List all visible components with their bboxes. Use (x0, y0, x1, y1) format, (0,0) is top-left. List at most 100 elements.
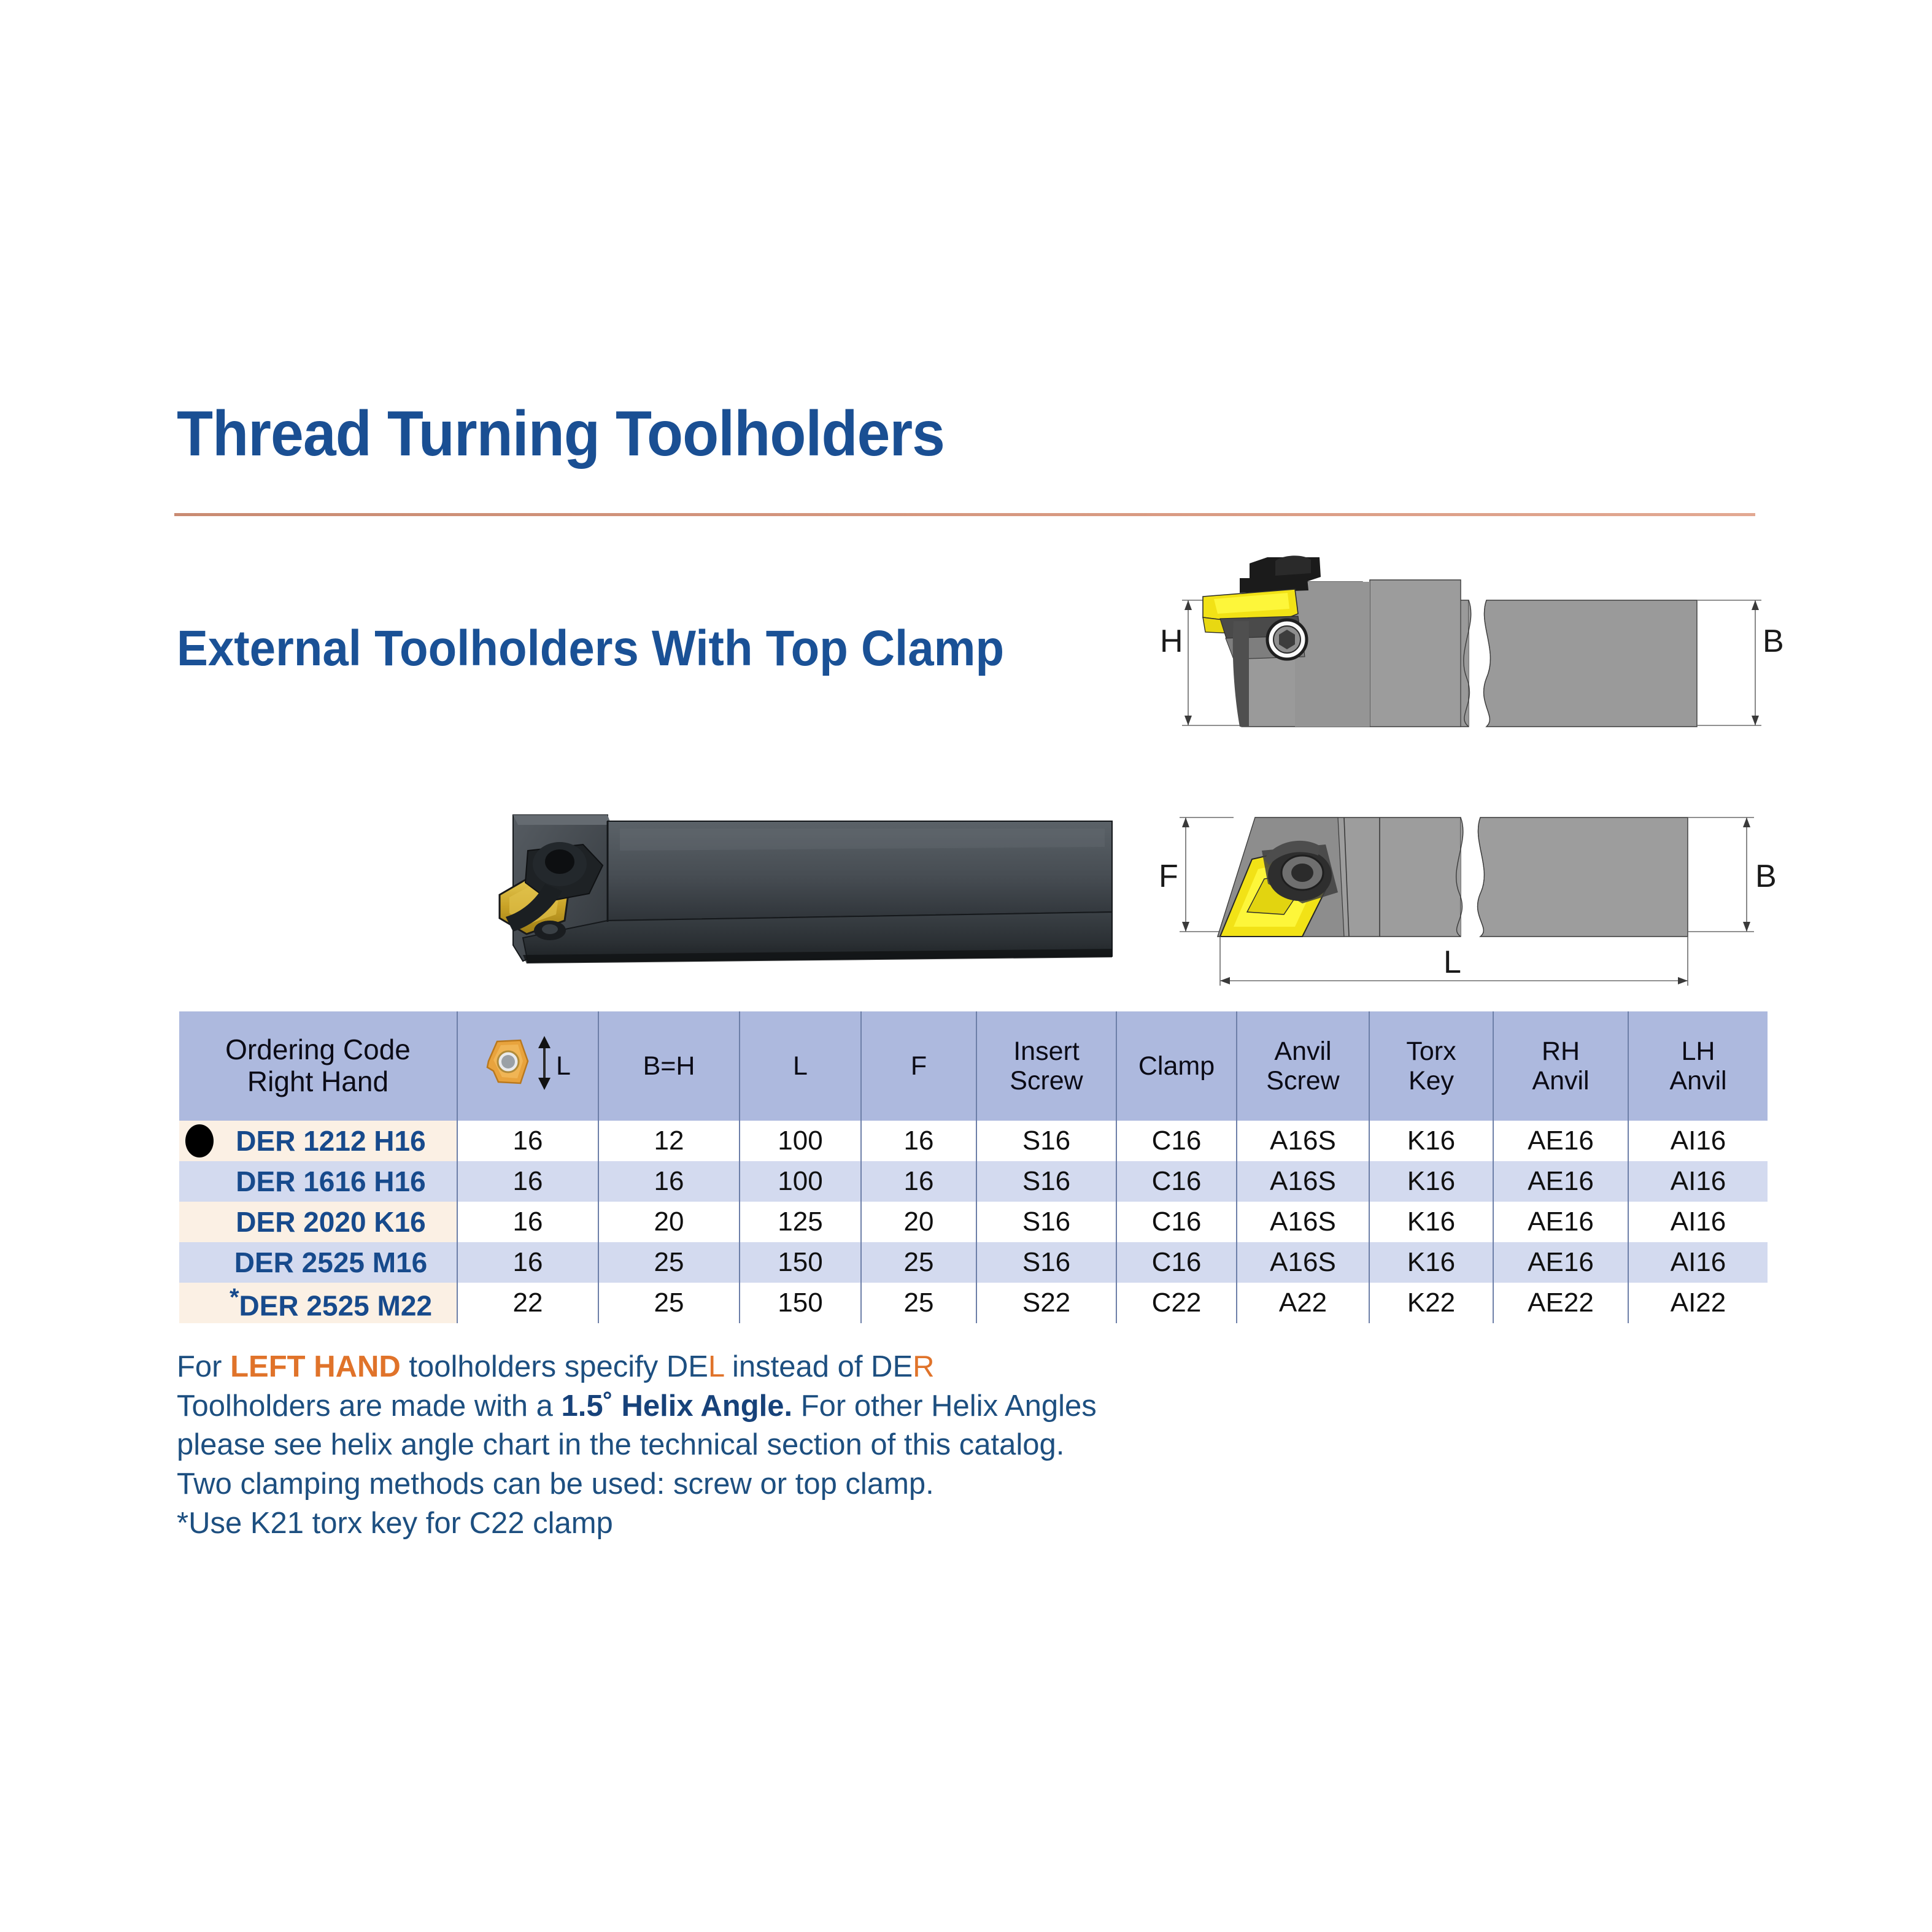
footnote-del-l-highlight: L (708, 1350, 724, 1383)
cell-clamp: C16 (1116, 1161, 1237, 1202)
ordering-code-value: DER 2525 M16 (234, 1246, 428, 1278)
cell-insert-l: 16 (457, 1242, 599, 1283)
cell-insert-screw: S16 (976, 1242, 1117, 1283)
torx-key-line2: Key (1408, 1066, 1455, 1095)
cell-insert-screw: S16 (976, 1161, 1117, 1202)
dimension-label-f: F (1159, 859, 1178, 894)
cell-lh-anvil: AI16 (1628, 1202, 1768, 1242)
column-header-bh: B=H (598, 1011, 740, 1121)
top-view-diagram: F B L (1142, 792, 1777, 994)
column-header-torx-key: Torx Key (1369, 1011, 1494, 1121)
lh-anvil-line2: Anvil (1669, 1066, 1727, 1095)
cell-f: 25 (860, 1242, 977, 1283)
torx-key-line1: Torx (1406, 1036, 1456, 1066)
footnote-line-4: Two clamping methods can be used: screw … (177, 1467, 934, 1501)
section-title: External Toolholders With Top Clamp (177, 620, 1005, 676)
table-header-row: Ordering Code Right Hand (179, 1011, 1768, 1121)
column-header-insert-screw: Insert Screw (976, 1011, 1117, 1121)
cell-bh: 25 (598, 1242, 740, 1283)
cell-l: 125 (739, 1202, 862, 1242)
ordering-code-value: DER 1616 H16 (236, 1165, 426, 1197)
cell-l: 100 (739, 1161, 862, 1202)
footnote-asterisk: * (229, 1283, 239, 1311)
column-header-clamp: Clamp (1116, 1011, 1237, 1121)
footnote-line-2: Toolholders are made with a 1.5˚ Helix A… (177, 1387, 1404, 1426)
cell-insert-l: 16 (457, 1202, 599, 1242)
column-header-anvil-screw: Anvil Screw (1236, 1011, 1370, 1121)
cell-torx-key: K16 (1369, 1121, 1494, 1161)
toolholder-3d-render (491, 792, 1142, 982)
table-row[interactable]: DER 2525 M16 16 25 150 25 S16 C16 A16S K16 AE16 AI… (179, 1242, 1768, 1283)
footnote-der-r-highlight: R (913, 1350, 935, 1383)
cell-rh-anvil: AE16 (1493, 1161, 1629, 1202)
column-header-lh-anvil: LH Anvil (1628, 1011, 1768, 1121)
cell-clamp: C16 (1116, 1242, 1237, 1283)
cell-f: 25 (860, 1283, 977, 1323)
cell-lh-anvil: AI22 (1628, 1283, 1768, 1323)
row-marker-dot-icon (185, 1124, 214, 1157)
side-view-diagram: H B (1142, 552, 1784, 743)
cell-anvil-screw: A16S (1236, 1202, 1370, 1242)
footnote-line-3: please see helix angle chart in the tech… (177, 1428, 1065, 1462)
column-header-rh-anvil: RH Anvil (1493, 1011, 1629, 1121)
page-title: Thread Turning Toolholders (177, 398, 945, 469)
cell-torx-key: K16 (1369, 1242, 1494, 1283)
rh-anvil-line2: Anvil (1532, 1066, 1590, 1095)
specifications-table: Ordering Code Right Hand (179, 1011, 1768, 1323)
cell-insert-screw: S16 (976, 1202, 1117, 1242)
dimension-label-b-top: B (1755, 859, 1777, 894)
footnotes-block: For LEFT HAND toolholders specify DEL in… (177, 1348, 1404, 1543)
insert-screw-line1: Insert (1013, 1036, 1080, 1066)
cell-ordering-code[interactable]: DER 2020 K16 (179, 1202, 458, 1242)
ordering-code-value: DER 2020 K16 (236, 1206, 426, 1238)
footnote-1-part-c: toolholders specify DE (400, 1350, 708, 1383)
cell-torx-key: K22 (1369, 1283, 1494, 1323)
ordering-code-value: DER 2525 M22 (239, 1289, 433, 1322)
cell-bh: 16 (598, 1161, 740, 1202)
cell-insert-l: 16 (457, 1161, 599, 1202)
cell-insert-screw: S22 (976, 1283, 1117, 1323)
dimension-label-l: L (1443, 945, 1461, 980)
cell-f: 16 (860, 1161, 977, 1202)
cell-l: 150 (739, 1242, 862, 1283)
cell-clamp: C16 (1116, 1121, 1237, 1161)
ordering-code-value: DER 1212 H16 (236, 1125, 426, 1157)
title-divider-rule (174, 513, 1755, 516)
cell-rh-anvil: AE16 (1493, 1121, 1629, 1161)
cell-lh-anvil: AI16 (1628, 1161, 1768, 1202)
table-row[interactable]: DER 2020 K16 16 20 125 20 S16 C16 A16S K16 AE16 AI… (179, 1202, 1768, 1242)
cell-ordering-code[interactable]: DER 1616 H16 (179, 1161, 458, 1202)
column-header-f: F (860, 1011, 977, 1121)
ordering-code-line1: Ordering Code (225, 1034, 411, 1066)
footnote-1-part-a: For (177, 1350, 231, 1383)
cell-torx-key: K16 (1369, 1202, 1494, 1242)
table-row[interactable]: DER 1616 H16 16 16 100 16 S16 C16 A16S K16 AE16 AI… (179, 1161, 1768, 1202)
table-row[interactable]: *DER 2525 M22 22 25 150 25 S22 C22 A22 K22 AE22 AI… (179, 1283, 1768, 1323)
cell-ordering-code[interactable]: *DER 2525 M22 (179, 1283, 458, 1323)
cell-l: 150 (739, 1283, 862, 1323)
footnote-line-1: For LEFT HAND toolholders specify DEL in… (177, 1348, 1404, 1387)
cell-bh: 25 (598, 1283, 740, 1323)
anvil-screw-line1: Anvil (1274, 1036, 1332, 1066)
cell-rh-anvil: AE16 (1493, 1242, 1629, 1283)
cell-ordering-code[interactable]: DER 2525 M16 (179, 1242, 458, 1283)
helix-angle-highlight: 1.5˚ Helix Angle. (561, 1389, 793, 1423)
dimension-label-h: H (1160, 624, 1183, 659)
cell-ordering-code[interactable]: DER 1212 H16 (179, 1121, 458, 1161)
column-header-l: L (739, 1011, 862, 1121)
anvil-screw-line2: Screw (1266, 1066, 1340, 1095)
cell-f: 20 (860, 1202, 977, 1242)
footnote-2-part-c: For other Helix Angles (792, 1389, 1097, 1423)
footnote-left-hand-highlight: LEFT HAND (230, 1350, 401, 1383)
cell-insert-screw: S16 (976, 1121, 1117, 1161)
column-header-insert-length-label: L (556, 1051, 571, 1081)
lh-anvil-line1: LH (1681, 1036, 1715, 1066)
cell-rh-anvil: AE22 (1493, 1283, 1629, 1323)
cell-insert-l: 22 (457, 1283, 599, 1323)
table-row[interactable]: DER 1212 H16 16 12 100 16 S16 C16 A16S K16 AE16 AI… (179, 1121, 1768, 1161)
cell-insert-l: 16 (457, 1121, 599, 1161)
cell-lh-anvil: AI16 (1628, 1242, 1768, 1283)
footnote-2-part-a: Toolholders are made with a (177, 1389, 562, 1423)
cell-rh-anvil: AE16 (1493, 1202, 1629, 1242)
thread-insert-icon (485, 1037, 533, 1095)
